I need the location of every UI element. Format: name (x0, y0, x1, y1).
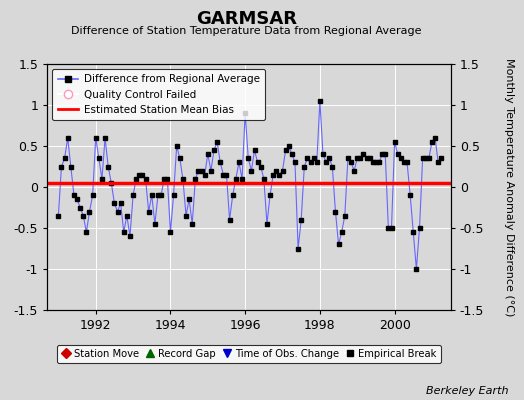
Text: Difference of Station Temperature Data from Regional Average: Difference of Station Temperature Data f… (71, 26, 421, 36)
Text: GARMSAR: GARMSAR (196, 10, 297, 28)
Text: Berkeley Earth: Berkeley Earth (426, 386, 508, 396)
Legend: Station Move, Record Gap, Time of Obs. Change, Empirical Break: Station Move, Record Gap, Time of Obs. C… (57, 345, 441, 363)
Y-axis label: Monthly Temperature Anomaly Difference (°C): Monthly Temperature Anomaly Difference (… (504, 58, 514, 316)
